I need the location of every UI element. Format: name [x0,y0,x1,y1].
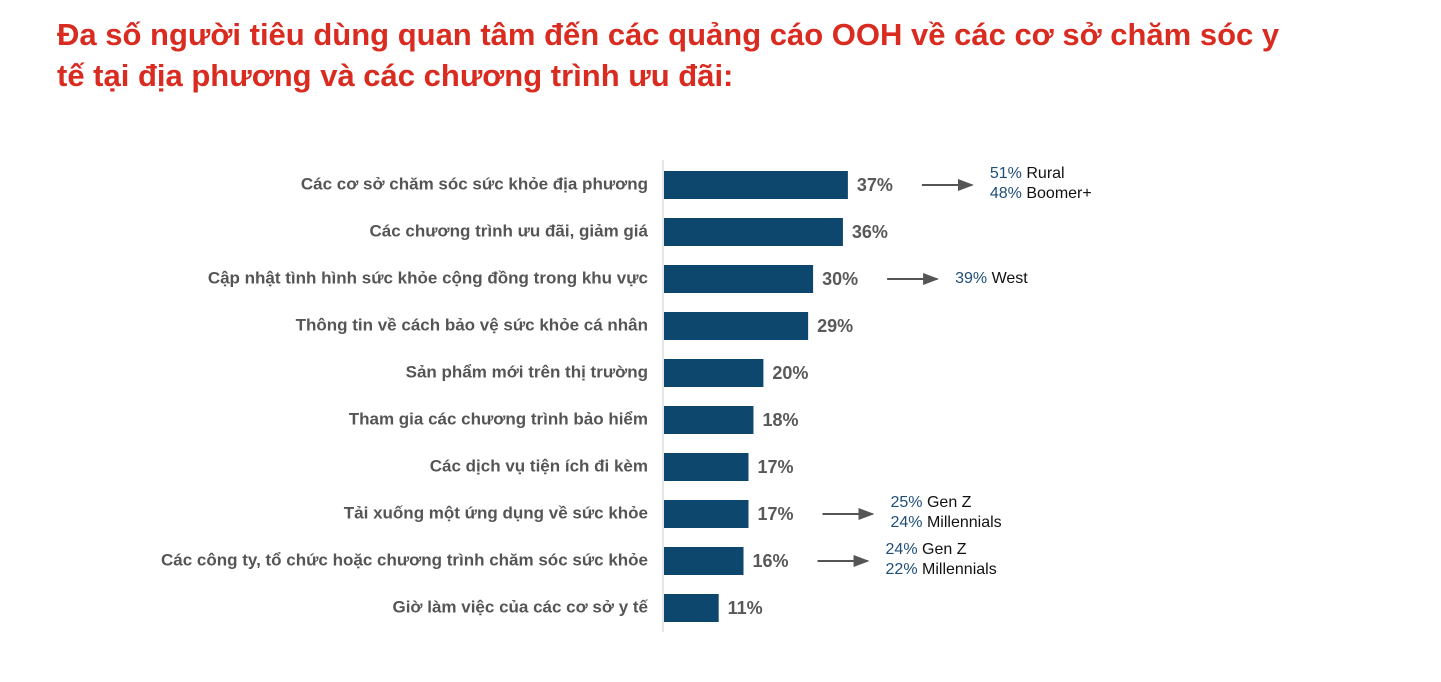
value-label: 20% [772,363,808,383]
value-label: 17% [757,504,793,524]
value-label: 36% [852,222,888,242]
bar [664,218,843,246]
bar [664,406,754,434]
value-label: 18% [762,410,798,430]
callout-text: 51% Rural [990,165,1065,182]
category-label: Giờ làm việc của các cơ sở y tế [392,597,648,616]
bar [664,359,764,387]
callout-segment: Boomer+ [1026,185,1091,202]
category-label: Các cơ sở chăm sóc sức khỏe địa phương [301,174,648,193]
callout-segment: Rural [1026,165,1064,182]
bar [664,547,744,575]
callout-segment: Gen Z [922,541,967,558]
bar [664,594,719,622]
value-label: 16% [753,551,789,571]
value-label: 29% [817,316,853,336]
bar [664,500,749,528]
callout-text: 25% Gen Z [890,494,971,511]
value-label: 11% [728,598,763,618]
category-label: Các công ty, tổ chức hoặc chương trình c… [161,550,648,569]
bar [664,312,809,340]
category-label: Thông tin về cách bảo vệ sức khỏe cá nhâ… [296,315,648,334]
category-label: Sản phẩm mới trên thị trường [406,362,648,381]
category-label: Các dịch vụ tiện ích đi kèm [430,456,648,475]
callout-text: 22% Millennials [886,561,997,578]
category-label: Các chương trình ưu đãi, giảm giá [369,221,648,240]
callout-segment: Millennials [927,514,1002,531]
callout-text: 39% West [955,270,1028,287]
callout-value: 24% [886,541,918,558]
callout-text: 24% Millennials [890,514,1001,531]
chart-title: Đa số người tiêu dùng quan tâm đến các q… [57,17,1280,93]
callout-value: 24% [890,514,922,531]
callout-value: 22% [886,561,918,578]
callout-segment: West [992,270,1029,287]
category-label: Cập nhật tình hình sức khỏe cộng đồng tr… [208,268,648,287]
callout-value: 25% [890,494,922,511]
value-label: 37% [857,175,893,195]
bar [664,265,814,293]
value-label: 30% [822,269,858,289]
callout-segment: Millennials [922,561,997,578]
callout-text: 48% Boomer+ [990,185,1092,202]
callout-segment: Gen Z [927,494,972,511]
category-label: Tham gia các chương trình bảo hiểm [349,409,648,428]
callout-text: 24% Gen Z [886,541,967,558]
callout-value: 48% [990,185,1022,202]
category-label: Tải xuống một ứng dụng về sức khỏe [344,503,648,522]
bar [664,171,848,199]
bar [664,453,749,481]
callout-value: 51% [990,165,1022,182]
value-label: 17% [757,457,793,477]
callout-value: 39% [955,270,987,287]
